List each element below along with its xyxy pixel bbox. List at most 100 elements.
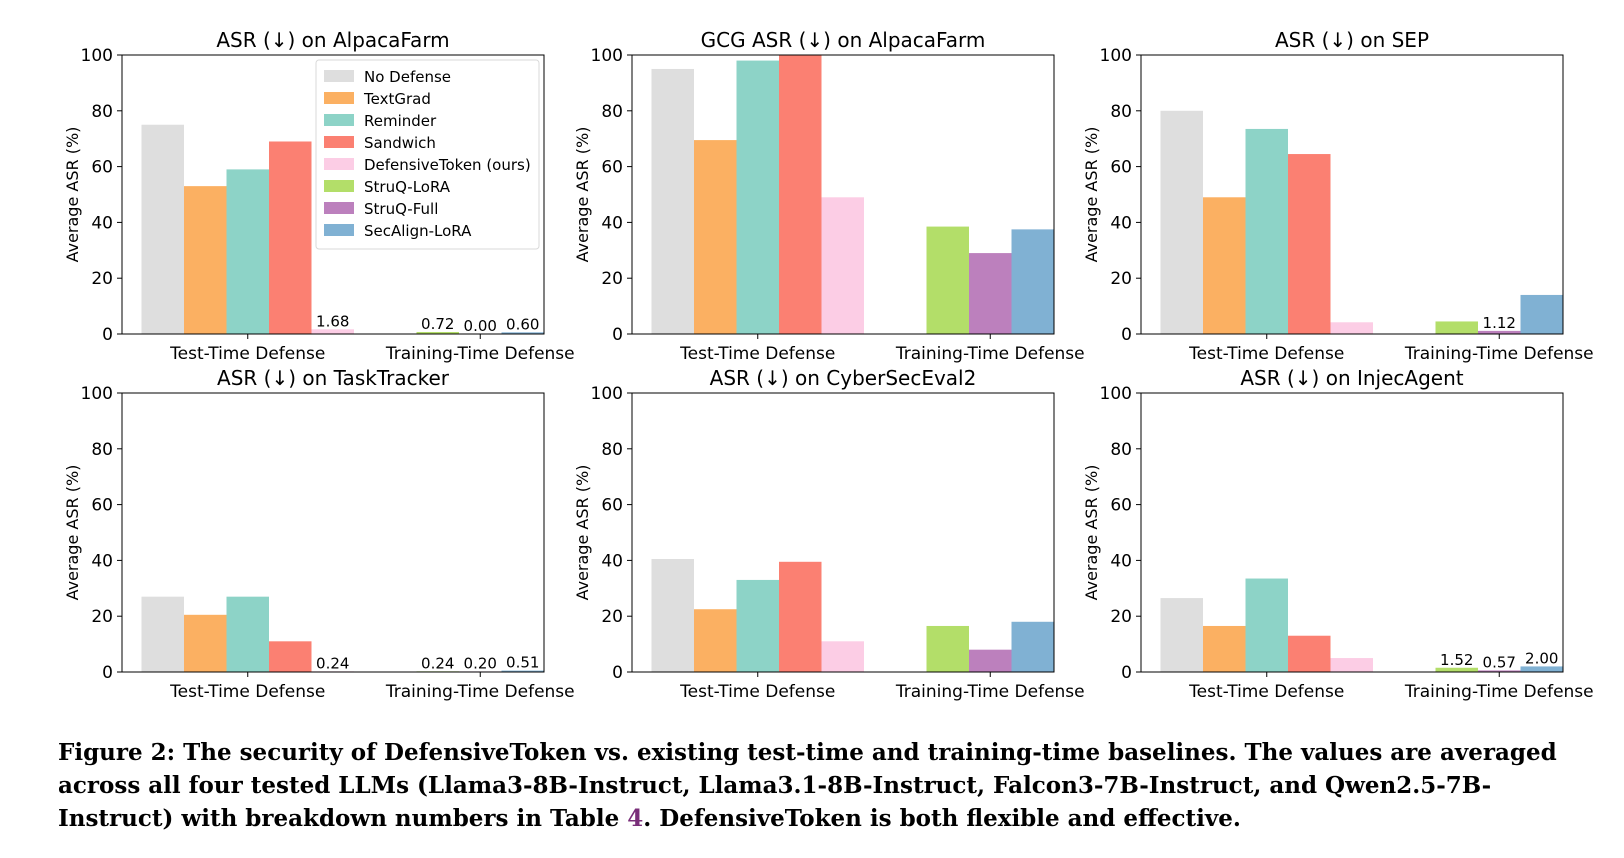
data-label: 0.60 [506, 315, 539, 333]
plot-frame [1140, 392, 1564, 673]
chart-title: ASR (↓) on SEP [1275, 28, 1429, 52]
y-tick-label: 60 [601, 158, 623, 178]
data-label: 1.52 [1440, 651, 1473, 669]
bar-secalign-lora [501, 670, 544, 672]
chart-title: ASR (↓) on CyberSecEval2 [710, 366, 977, 390]
y-tick-label: 80 [1110, 102, 1132, 122]
bar-sandwich [269, 641, 312, 672]
y-tick-label: 0 [1121, 663, 1132, 683]
y-tick-label: 40 [601, 213, 623, 233]
chart-panel-1: ASR (↓) on AlpacaFarm Average ASR (%) 1.68… [63, 28, 575, 364]
plot-frame [1140, 54, 1564, 335]
data-label: 0.24 [316, 654, 349, 672]
y-tick-label: 40 [1110, 551, 1132, 571]
legend-entry-reminder: Reminder [364, 112, 437, 130]
bar-no-defense [1160, 598, 1203, 672]
legend: No Defense TextGrad Reminder Sandwich Defens… [315, 59, 540, 250]
legend-box [315, 59, 540, 250]
figure-charts: ASR (↓) on AlpacaFarm Average ASR (%) 1.68… [63, 28, 1594, 702]
y-tick-label: 80 [91, 440, 113, 460]
bar-struq-lora [416, 331, 459, 334]
bar-defensivetoken-ours [1330, 322, 1373, 334]
y-tick-label: 20 [91, 269, 113, 289]
plot-frame [121, 392, 545, 673]
legend-entry-no-defense: No Defense [364, 68, 451, 86]
bar-sandwich [779, 55, 822, 334]
y-tick-label: 0 [612, 325, 623, 345]
bar-secalign-lora [1011, 229, 1054, 334]
bar-defensivetoken-ours [821, 641, 864, 672]
y-tick-label: 100 [1100, 46, 1132, 66]
plot-frame [631, 392, 1055, 673]
y-tick-label: 0 [1121, 325, 1132, 345]
y-tick-label: 0 [612, 663, 623, 683]
y-tick-label: 20 [601, 607, 623, 627]
bar-textgrad [694, 609, 737, 672]
legend-swatch-no-defense [324, 70, 354, 82]
bar-reminder [736, 60, 779, 335]
bar-textgrad [184, 614, 227, 672]
y-tick-label: 40 [91, 551, 113, 571]
bar-struq-lora [1435, 667, 1478, 672]
caption-text-end: . DefensiveToken is both flexible and ef… [643, 805, 1241, 832]
y-tick-label: 60 [1110, 158, 1132, 178]
y-tick-label: 60 [91, 496, 113, 516]
bar-textgrad [694, 140, 737, 334]
y-tick-label: 80 [1110, 440, 1132, 460]
x-tick-label: Test-Time Defense [679, 682, 835, 702]
y-tick-label: 100 [1100, 384, 1132, 404]
legend-swatch-struq-lora [324, 180, 354, 192]
legend-swatch-secalign-lora [324, 224, 354, 236]
y-tick-label: 40 [601, 551, 623, 571]
chart-title: ASR (↓) on TaskTracker [217, 366, 450, 390]
chart-title: ASR (↓) on AlpacaFarm [216, 28, 449, 52]
legend-entry-struq-lora: StruQ-LoRA [364, 178, 451, 196]
bar-struq-lora [926, 226, 969, 334]
legend-swatch-sandwich [324, 136, 354, 148]
bar-defensivetoken-ours [311, 329, 354, 334]
bar-no-defense [651, 68, 694, 334]
bar-reminder [1245, 128, 1288, 334]
x-tick-label: Test-Time Defense [1188, 344, 1344, 364]
x-tick-label: Training-Time Defense [895, 344, 1085, 364]
y-tick-label: 20 [1110, 607, 1132, 627]
bar-no-defense [141, 124, 184, 334]
bar-struq-full [1478, 670, 1521, 672]
y-tick-label: 80 [601, 440, 623, 460]
legend-entry-struq-full: StruQ-Full [364, 200, 438, 218]
x-tick-label: Test-Time Defense [1188, 682, 1344, 702]
legend-swatch-textgrad [324, 92, 354, 104]
y-tick-label: 80 [91, 102, 113, 122]
bar-sandwich [1288, 154, 1331, 334]
legend-entry-sandwich: Sandwich [364, 134, 436, 152]
bar-struq-full [969, 253, 1012, 334]
bar-textgrad [1203, 197, 1246, 334]
legend-entry-textgrad: TextGrad [363, 90, 431, 108]
chart-panel-3: ASR (↓) on SEP Average ASR (%) Test-Time D… [1082, 28, 1594, 364]
bar-textgrad [184, 186, 227, 334]
y-tick-label: 100 [81, 46, 113, 66]
bar-struq-lora [1435, 321, 1478, 334]
table-reference-link[interactable]: 4 [627, 805, 644, 832]
x-tick-label: Training-Time Defense [385, 682, 575, 702]
bar-sandwich [1288, 635, 1331, 672]
x-tick-label: Test-Time Defense [169, 682, 325, 702]
chart-title: ASR (↓) on InjecAgent [1240, 366, 1463, 390]
data-label: 0.24 [421, 654, 454, 672]
bar-secalign-lora [1520, 294, 1563, 334]
y-tick-label: 100 [81, 384, 113, 404]
data-label: 0.20 [464, 654, 497, 672]
caption-text: Figure 2: The security of DefensiveToken… [58, 739, 1557, 832]
x-tick-label: Training-Time Defense [895, 682, 1085, 702]
bar-no-defense [651, 559, 694, 672]
y-axis-label: Average ASR (%) [63, 465, 82, 601]
bar-no-defense [1160, 110, 1203, 334]
y-tick-label: 60 [601, 496, 623, 516]
y-tick-label: 0 [102, 663, 113, 683]
y-tick-label: 40 [91, 213, 113, 233]
chart-panel-5: ASR (↓) on CyberSecEval2 Average ASR (%) T… [573, 366, 1085, 702]
y-tick-label: 40 [1110, 213, 1132, 233]
y-tick-label: 60 [1110, 496, 1132, 516]
data-label: 2.00 [1525, 649, 1558, 667]
legend-entry-defensivetoken-ours: DefensiveToken (ours) [364, 156, 531, 174]
